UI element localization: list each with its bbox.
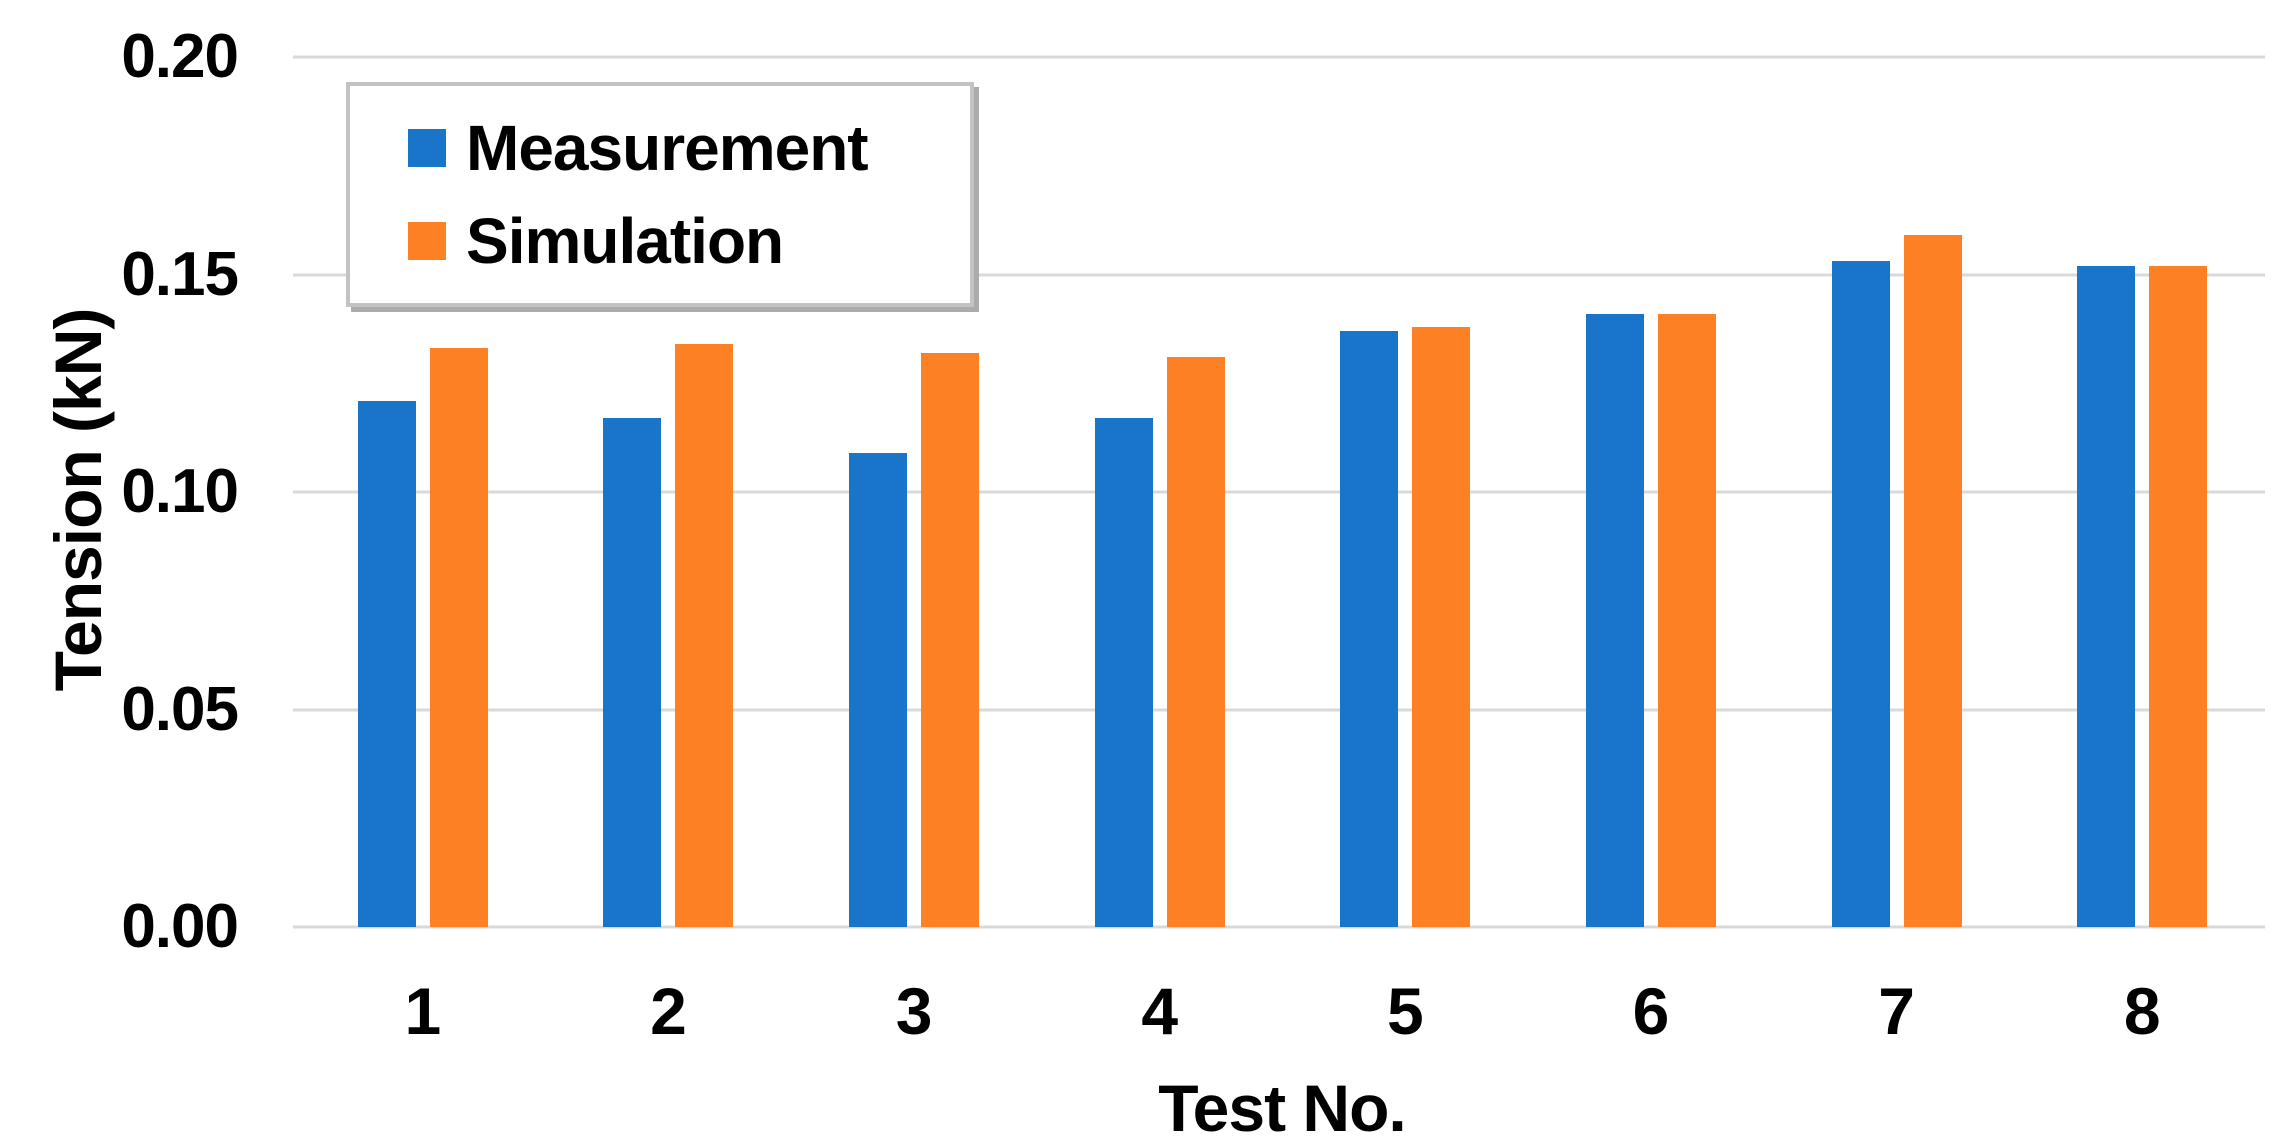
- x-axis-title: Test No.: [1158, 1071, 1406, 1145]
- bar-measurement-test2: [603, 418, 662, 927]
- legend-label-measurement: Measurement: [466, 111, 869, 184]
- bar-simulation-test6: [1657, 313, 1716, 927]
- bar-simulation-test8: [2149, 265, 2208, 927]
- legend-item-simulation: Simulation: [408, 209, 970, 273]
- measurement-swatch-icon: [408, 128, 446, 167]
- bar-simulation-test5: [1412, 326, 1471, 927]
- bar-simulation-test7: [1903, 235, 1962, 927]
- bar-simulation-test4: [1166, 357, 1225, 927]
- bar-measurement-test7: [1831, 261, 1890, 927]
- gridline-0.00: [293, 925, 2265, 929]
- bar-simulation-test3: [921, 352, 980, 927]
- bar-measurement-test8: [2077, 265, 2136, 927]
- bar-measurement-test5: [1340, 331, 1399, 927]
- x-tick-label-7: 7: [1878, 974, 1915, 1048]
- gridline-0.20: [293, 55, 2265, 59]
- bar-measurement-test1: [357, 400, 416, 927]
- x-tick-label-1: 1: [404, 974, 442, 1048]
- bar-measurement-test6: [1585, 313, 1644, 927]
- x-tick-label-8: 8: [2123, 974, 2161, 1048]
- bar-simulation-test1: [429, 348, 488, 927]
- x-tick-label-6: 6: [1632, 974, 1670, 1048]
- gridline-0.10: [293, 490, 2265, 494]
- y-tick-label-0.20: 0.20: [121, 22, 239, 91]
- y-tick-label-0.05: 0.05: [121, 674, 239, 744]
- gridline-0.05: [293, 708, 2265, 711]
- y-tick-label-0.15: 0.15: [121, 239, 239, 309]
- x-tick-label-2: 2: [650, 974, 687, 1048]
- x-tick-label-4: 4: [1141, 974, 1179, 1048]
- legend-label-simulation: Simulation: [466, 205, 784, 278]
- x-tick-label-3: 3: [895, 974, 933, 1048]
- legend: Measurement Simulation: [346, 82, 974, 307]
- simulation-swatch-icon: [408, 222, 446, 261]
- y-tick-label-0.10: 0.10: [121, 457, 239, 526]
- bar-measurement-test3: [849, 452, 908, 927]
- legend-item-measurement: Measurement: [408, 116, 970, 180]
- bar-simulation-test2: [675, 344, 734, 927]
- x-tick-label-5: 5: [1386, 974, 1424, 1048]
- y-tick-label-0.00: 0.00: [121, 892, 239, 961]
- gridline-0.15: [293, 273, 2265, 276]
- bar-measurement-test4: [1094, 418, 1153, 927]
- plot-area: [293, 55, 2265, 929]
